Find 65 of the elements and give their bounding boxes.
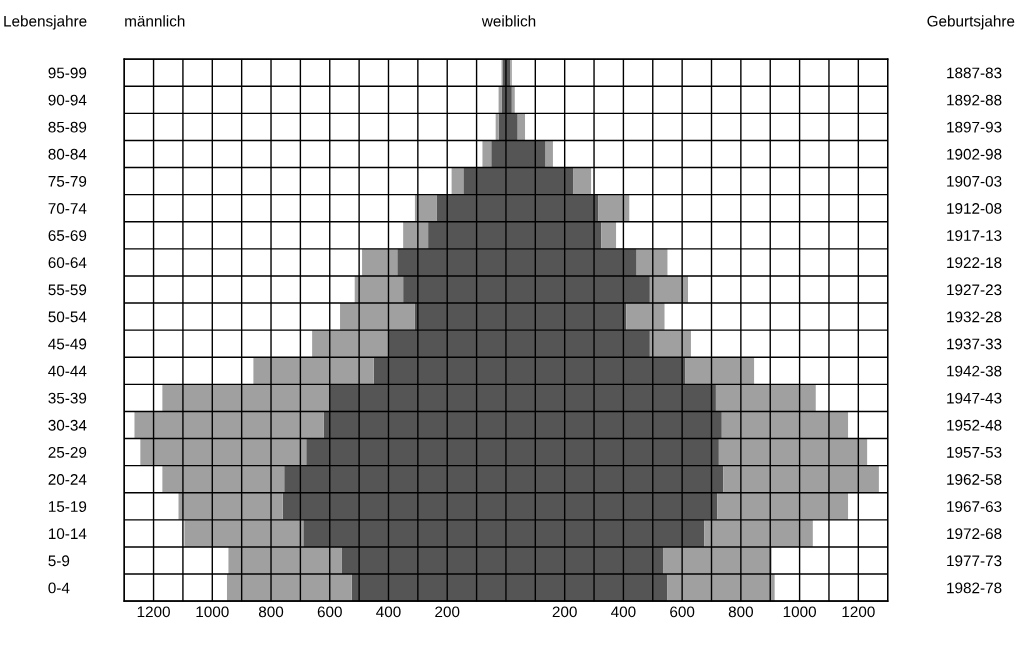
y2-tick-label: 1912-08 — [947, 203, 1002, 214]
y2-tick-label: 1887-83 — [947, 67, 1002, 79]
y-tick-label: 90-94 — [48, 94, 87, 106]
bar — [517, 113, 526, 141]
y2-tick-label: 1952-48 — [947, 419, 1002, 431]
y2-tick-label: 1967-63 — [947, 501, 1002, 512]
x-tick-label: 600 — [670, 606, 695, 618]
y-tick-label: 60-64 — [48, 257, 87, 269]
y2-axis-title: Geburtsjahre — [927, 15, 1015, 30]
y-tick-label: 65-69 — [48, 230, 87, 241]
y2-tick-label: 1982-78 — [947, 582, 1002, 594]
bar — [451, 167, 464, 195]
x-tick-label: 1200 — [842, 606, 875, 618]
y2-tick-label: 1977-73 — [947, 555, 1002, 567]
y2-tick-label: 1927-23 — [947, 284, 1002, 296]
bar — [498, 86, 502, 114]
y-tick-label: 25-29 — [48, 446, 87, 458]
x-tick-label: 200 — [552, 606, 577, 618]
y-tick-label: 75-79 — [48, 175, 87, 187]
y-axis-title: Lebensjahre — [4, 15, 87, 30]
text: männlich — [125, 15, 185, 27]
text: weiblich — [481, 15, 536, 27]
y2-tick-label: 1907-03 — [947, 175, 1002, 187]
bar — [626, 303, 665, 331]
y-tick-label: 20-24 — [48, 474, 87, 485]
y2-tick-label: 1897-93 — [947, 121, 1002, 133]
y-tick-label: 10-14 — [48, 528, 87, 540]
y2-tick-label: 1962-58 — [947, 474, 1002, 485]
y2-tick-label: 1947-43 — [947, 392, 1002, 404]
y2-tick-label: 1957-53 — [947, 446, 1002, 458]
x-tick-label: 1000 — [783, 606, 816, 618]
y2-tick-label: 1892-88 — [947, 94, 1002, 106]
y-tick-label: 35-39 — [48, 392, 87, 404]
x-tick-label: 1000 — [196, 606, 229, 618]
y-tick-label: 45-49 — [48, 338, 87, 350]
x-tick-label: 400 — [376, 606, 401, 618]
y-tick-label: 85-89 — [48, 121, 87, 133]
y-tick-label: 70-74 — [48, 203, 87, 214]
y-tick-label: 30-34 — [48, 419, 87, 431]
y-tick-label: 5-9 — [48, 555, 70, 567]
y2-tick-label: 1937-33 — [947, 338, 1002, 350]
y2-tick-label: 1942-38 — [947, 365, 1002, 377]
x-tick-label: 600 — [317, 606, 342, 618]
bar — [482, 140, 492, 168]
y-tick-label: 40-44 — [48, 365, 87, 377]
y2-tick-label: 1932-28 — [947, 311, 1002, 323]
y-tick-label: 95-99 — [48, 67, 87, 79]
y-tick-label: 55-59 — [48, 284, 87, 296]
bar — [511, 86, 515, 114]
y-tick-label: 80-84 — [48, 148, 87, 160]
x-tick-label: 200 — [435, 606, 460, 618]
y-tick-label: 15-19 — [48, 501, 87, 512]
x-tick-label: 800 — [728, 606, 754, 618]
y-tick-label: 0-4 — [48, 582, 70, 594]
y2-tick-label: 1922-18 — [947, 257, 1002, 269]
bar — [545, 140, 553, 168]
x-tick-label: 1200 — [137, 606, 170, 618]
x-tick-label: 800 — [258, 606, 284, 618]
y2-tick-label: 1972-68 — [947, 528, 1002, 540]
y2-tick-label: 1902-98 — [947, 148, 1002, 160]
x-tick-label: 400 — [611, 606, 636, 618]
bar — [573, 167, 592, 195]
bar — [495, 113, 499, 141]
y-tick-label: 50-54 — [48, 311, 87, 323]
y2-tick-label: 1917-13 — [947, 230, 1002, 241]
